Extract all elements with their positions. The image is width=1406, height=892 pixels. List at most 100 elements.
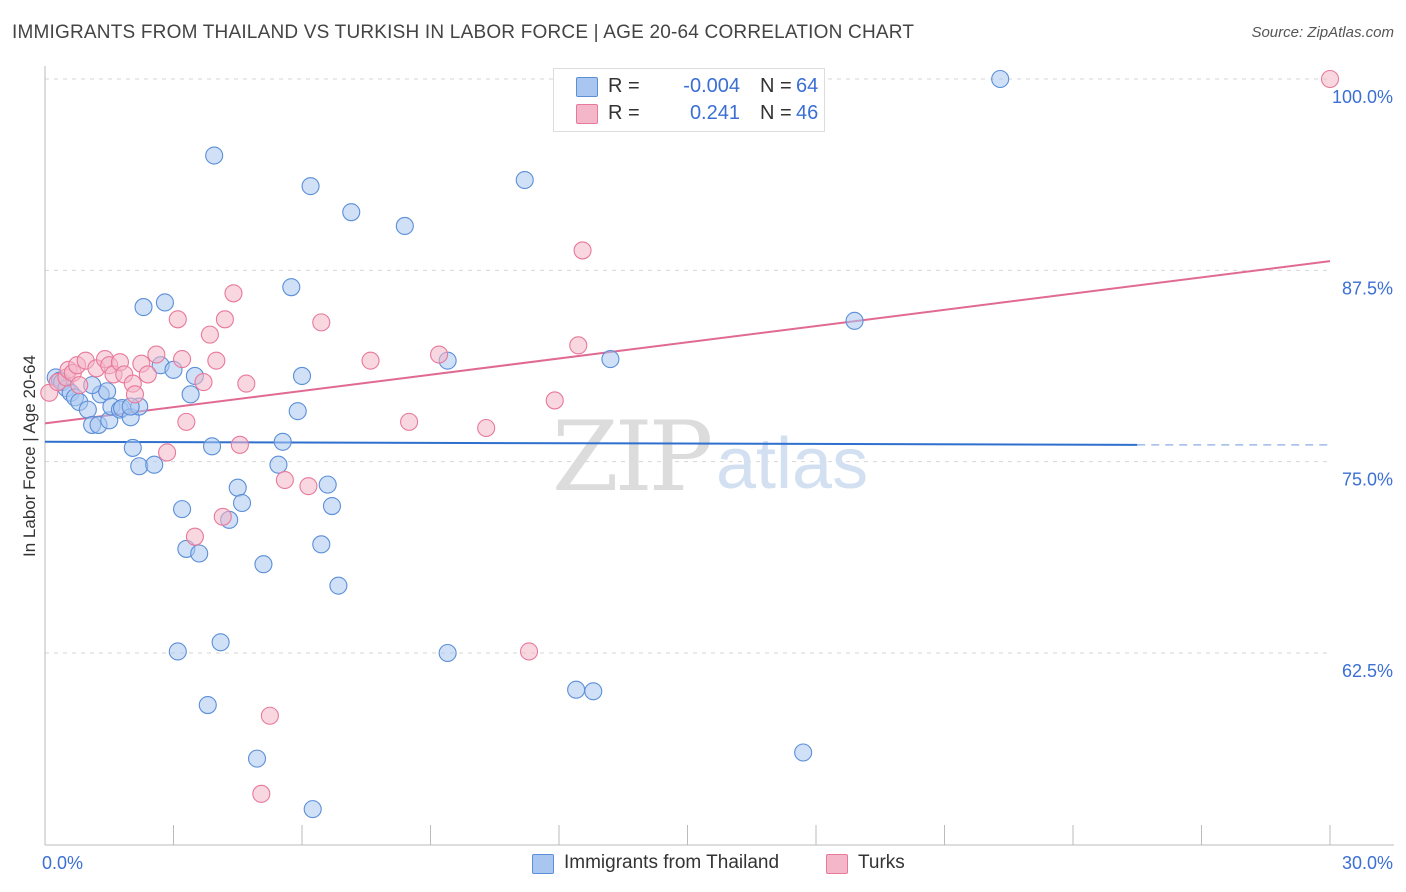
- y-tick-label: 100.0%: [1332, 87, 1393, 107]
- series-legend: Immigrants from Thailand Turks: [0, 852, 1406, 878]
- n-label: N =: [760, 75, 792, 97]
- n-value: 46: [796, 102, 819, 124]
- data-point-thailand: [303, 800, 322, 819]
- data-point-thailand: [198, 695, 217, 715]
- data-point-thailand: [155, 293, 174, 312]
- r-value: 0.241: [689, 102, 740, 124]
- data-point-thailand: [312, 535, 331, 554]
- data-point-thailand: [273, 432, 292, 451]
- data-point-turks: [400, 412, 419, 431]
- y-tick-label: 75.0%: [1342, 470, 1393, 490]
- data-point-turks: [194, 373, 213, 392]
- data-point-thailand: [190, 544, 209, 563]
- data-point-turks: [361, 351, 380, 370]
- data-point-turks: [299, 477, 318, 496]
- data-point-turks: [237, 374, 256, 393]
- data-point-thailand: [205, 146, 224, 165]
- data-point-turks: [70, 376, 89, 395]
- data-point-turks: [185, 527, 204, 546]
- data-point-turks: [430, 345, 449, 364]
- data-point-thailand: [134, 298, 153, 317]
- watermark-zip: ZIP: [552, 401, 711, 513]
- data-point-thailand: [228, 478, 247, 497]
- data-point-thailand: [515, 170, 534, 190]
- data-point-turks: [260, 706, 279, 725]
- data-point-turks: [213, 507, 232, 526]
- data-point-turks: [519, 642, 539, 661]
- data-point-thailand: [247, 749, 267, 768]
- tick-labels: 100.0% 87.5% 75.0% 62.5% 0.0% 30.0%: [42, 87, 1393, 873]
- data-point-turks: [215, 310, 234, 329]
- x-tick-label: 30.0%: [1342, 853, 1393, 873]
- data-point-turks: [173, 350, 192, 369]
- chart-title: IMMIGRANTS FROM THAILAND VS TURKISH IN L…: [12, 22, 915, 43]
- data-point-turks: [545, 391, 564, 410]
- data-point-turks: [168, 310, 187, 329]
- data-point-thailand: [254, 555, 273, 574]
- data-point-turks: [200, 325, 219, 344]
- data-point-thailand: [292, 366, 312, 385]
- data-point-turks: [573, 241, 592, 260]
- data-point-thailand: [269, 455, 288, 474]
- data-point-thailand: [145, 455, 164, 474]
- trend-line-turks: [44, 260, 1331, 425]
- legend-swatch-thailand: [576, 77, 598, 97]
- legend-swatch-thailand: [532, 854, 554, 874]
- data-point-turks: [207, 351, 226, 370]
- data-point-thailand: [288, 402, 307, 421]
- trend-lines: [44, 260, 1331, 446]
- data-point-turks: [275, 470, 294, 490]
- data-point-thailand: [329, 576, 348, 595]
- data-point-turks: [177, 412, 196, 431]
- legend-label-thailand: Immigrants from Thailand: [564, 852, 780, 873]
- chart-source: Source: ZipAtlas.com: [1251, 24, 1394, 41]
- data-point-thailand: [130, 457, 149, 476]
- data-point-thailand: [395, 216, 414, 235]
- data-point-thailand: [845, 311, 864, 330]
- data-point-turks: [252, 784, 271, 803]
- data-point-thailand: [342, 203, 361, 222]
- axes: [44, 66, 1394, 846]
- data-point-thailand: [991, 69, 1010, 89]
- y-tick-label: 62.5%: [1342, 661, 1393, 681]
- data-point-turks: [569, 336, 588, 355]
- data-point-thailand: [78, 400, 97, 419]
- watermark: ZIP atlas: [552, 401, 868, 513]
- data-point-thailand: [438, 643, 457, 663]
- data-point-thailand: [584, 682, 603, 701]
- n-value: 64: [796, 75, 819, 97]
- data-point-turks: [147, 345, 166, 364]
- data-point-thailand: [203, 437, 222, 456]
- r-label: R =: [608, 102, 640, 124]
- data-point-thailand: [232, 493, 252, 513]
- legend-label-turks: Turks: [858, 852, 905, 873]
- x-tick-label: 0.0%: [42, 853, 83, 873]
- data-point-turks: [224, 284, 243, 303]
- data-point-thailand: [301, 177, 320, 196]
- data-point-turks: [1320, 69, 1340, 89]
- legend-swatch-turks: [576, 104, 598, 124]
- data-point-thailand: [282, 278, 301, 297]
- data-point-turks: [312, 313, 331, 332]
- data-point-thailand: [794, 743, 813, 762]
- data-points: [40, 69, 1340, 819]
- data-point-thailand: [181, 385, 200, 404]
- y-tick-label: 87.5%: [1342, 278, 1393, 298]
- data-point-thailand: [601, 350, 620, 369]
- data-point-thailand: [123, 438, 142, 457]
- r-value: -0.004: [683, 75, 740, 97]
- watermark-atlas: atlas: [716, 424, 868, 504]
- data-point-thailand: [318, 475, 337, 494]
- grid-lines: [45, 78, 1330, 654]
- data-point-turks: [125, 385, 144, 404]
- data-point-thailand: [211, 633, 230, 652]
- data-point-turks: [138, 365, 157, 384]
- data-point-turks: [158, 443, 177, 462]
- stats-legend: R = -0.004 N = 64 R = 0.241 N = 46: [553, 68, 825, 132]
- r-label: R =: [608, 75, 640, 97]
- data-point-turks: [477, 418, 496, 438]
- data-point-thailand: [322, 497, 342, 516]
- data-point-thailand: [168, 642, 187, 661]
- trend-line-thailand: [44, 440, 1138, 446]
